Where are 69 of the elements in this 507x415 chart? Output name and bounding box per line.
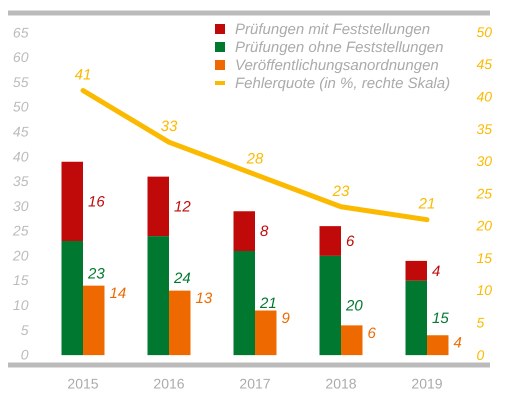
y-tick-label: 10 <box>12 297 29 314</box>
data-label: 28 <box>246 150 264 168</box>
data-label: 23 <box>332 182 350 200</box>
bar <box>406 260 427 281</box>
x-tick-label: 2015 <box>67 376 99 392</box>
x-tick-label: 2018 <box>325 376 357 392</box>
y-tick-label: 15 <box>12 272 29 288</box>
bar <box>427 335 448 356</box>
y2-tick-label: 40 <box>476 88 492 104</box>
bar <box>234 250 255 356</box>
data-label: 16 <box>88 193 106 210</box>
bar <box>255 310 276 356</box>
y-tick-label: 40 <box>12 148 29 164</box>
y-tick-label: 60 <box>12 49 29 66</box>
data-label: 12 <box>174 198 192 216</box>
y2-tick-label: 15 <box>476 250 492 266</box>
data-label: 21 <box>259 295 277 312</box>
y-tick-label: 55 <box>12 74 29 90</box>
bar <box>62 241 83 356</box>
bar <box>148 236 169 356</box>
bar <box>341 325 362 356</box>
y-tick-label: 35 <box>12 173 29 190</box>
y-tick-label: 50 <box>12 98 29 115</box>
y2-tick-label: 5 <box>476 314 484 331</box>
data-label: 14 <box>110 285 126 302</box>
data-label: 6 <box>368 324 376 342</box>
data-label: 23 <box>87 265 106 282</box>
bar <box>148 176 169 236</box>
y-tick-label: 20 <box>12 247 29 264</box>
data-label: 15 <box>432 310 450 327</box>
data-label: 24 <box>173 270 191 288</box>
legend-label: Prüfungen ohne Feststellungen <box>235 39 444 56</box>
y-tick-label: 25 <box>12 222 29 239</box>
y-tick-label: 65 <box>12 24 29 40</box>
legend-label: Veröffentlichungsanordnungen <box>235 57 439 74</box>
bar <box>169 290 190 356</box>
legend-label: Fehlerquote (in %, rechte Skala) <box>235 75 450 92</box>
data-label: 41 <box>74 66 92 84</box>
bar <box>62 162 83 242</box>
y2-tick-label: 25 <box>476 185 492 202</box>
y2-tick-label: 35 <box>476 120 492 137</box>
bar <box>320 226 341 256</box>
legend-label: Prüfungen mit Feststellungen <box>235 21 430 38</box>
y-tick-label: 30 <box>12 198 29 214</box>
data-label: 6 <box>346 233 355 250</box>
y2-tick-label: 50 <box>476 24 492 40</box>
bar <box>406 280 427 356</box>
y2-tick-label: 20 <box>476 218 492 234</box>
data-label: 4 <box>454 334 462 352</box>
y2-tick-label: 45 <box>476 56 492 72</box>
bar <box>83 286 104 356</box>
x-tick-label: 2017 <box>239 376 271 392</box>
x-tick-label: 2019 <box>411 376 443 392</box>
data-label: 8 <box>260 223 269 240</box>
y-tick-label: 0 <box>20 346 29 363</box>
y-tick-label: 5 <box>20 322 29 338</box>
data-label: 4 <box>432 262 440 280</box>
bar <box>234 211 255 251</box>
y2-tick-label: 0 <box>476 346 484 363</box>
data-label: 21 <box>418 196 436 213</box>
data-label: 13 <box>196 290 213 308</box>
data-label: 33 <box>160 118 178 136</box>
data-label: 20 <box>345 298 364 315</box>
y2-tick-label: 10 <box>476 282 492 298</box>
x-tick-label: 2016 <box>153 376 185 392</box>
data-label: 9 <box>282 310 290 327</box>
y-tick-label: 45 <box>12 123 29 140</box>
bar <box>320 256 341 356</box>
y2-tick-label: 30 <box>476 153 492 170</box>
